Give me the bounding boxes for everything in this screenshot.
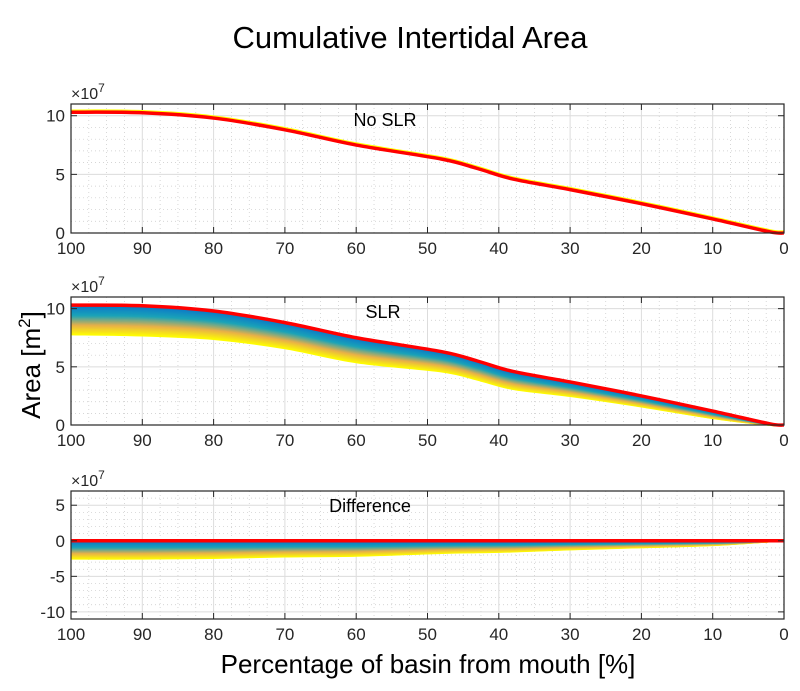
x-tick-label: 20: [632, 431, 651, 450]
x-tick-label: 60: [347, 431, 366, 450]
x-tick-label: 30: [561, 239, 580, 258]
x-tick-label: 30: [561, 625, 580, 644]
x-tick-label: 0: [779, 239, 788, 258]
x-tick-label: 60: [347, 625, 366, 644]
x-tick-label: 50: [418, 239, 437, 258]
subplot-label: SLR: [365, 302, 400, 322]
y-tick-label: 0: [56, 224, 65, 243]
x-tick-label: 70: [275, 625, 294, 644]
x-tick-label: 80: [204, 239, 223, 258]
x-tick-label: 100: [57, 431, 85, 450]
y-exponent-label: ×107: [71, 81, 105, 103]
no-slr-line: [70, 110, 785, 235]
x-tick-label: 40: [489, 625, 508, 644]
x-tick-label: 50: [418, 431, 437, 450]
y-exponent-label: ×107: [71, 274, 105, 296]
y-tick-label: -10: [40, 603, 65, 622]
x-tick-label: 10: [703, 431, 722, 450]
subplot-2: 100 90 80 70 60 50 40 30 20 10 0-10-505×107Differe…: [40, 468, 788, 644]
x-tick-label: 20: [632, 625, 651, 644]
y-tick-label: -5: [50, 567, 65, 586]
chart-title: Cumulative Intertidal Area: [233, 20, 589, 55]
x-tick-label: 60: [347, 239, 366, 258]
x-tick-label: 10: [703, 625, 722, 644]
x-tick-label: 40: [489, 239, 508, 258]
x-tick-label: 70: [275, 239, 294, 258]
subplot-label: Difference: [329, 496, 411, 516]
x-tick-label: 20: [632, 239, 651, 258]
y-axis-label: Area [m2]: [15, 311, 46, 419]
x-tick-label: 80: [204, 625, 223, 644]
y-exponent-label: ×107: [71, 468, 105, 490]
x-tick-label: 80: [204, 431, 223, 450]
x-tick-label: 10: [703, 239, 722, 258]
y-tick-label: 5: [56, 496, 65, 515]
x-tick-label: 90: [133, 431, 152, 450]
y-tick-label: 5: [56, 358, 65, 377]
y-tick-label: 10: [46, 300, 65, 319]
x-tick-label: 40: [489, 431, 508, 450]
y-tick-label: 10: [46, 107, 65, 126]
y-tick-label: 0: [56, 532, 65, 551]
x-tick-label: 90: [133, 239, 152, 258]
y-tick-label: 5: [56, 165, 65, 184]
x-tick-label: 90: [133, 625, 152, 644]
x-axis-label: Percentage of basin from mouth [%]: [221, 649, 636, 679]
subplot-label: No SLR: [353, 110, 416, 130]
no-slr-line: [70, 303, 785, 427]
x-tick-label: 100: [57, 239, 85, 258]
x-tick-label: 70: [275, 431, 294, 450]
x-tick-label: 50: [418, 625, 437, 644]
x-tick-label: 30: [561, 431, 580, 450]
x-tick-label: 100: [57, 625, 85, 644]
x-tick-label: 0: [779, 625, 788, 644]
y-tick-label: 0: [56, 416, 65, 435]
x-tick-label: 0: [779, 431, 788, 450]
